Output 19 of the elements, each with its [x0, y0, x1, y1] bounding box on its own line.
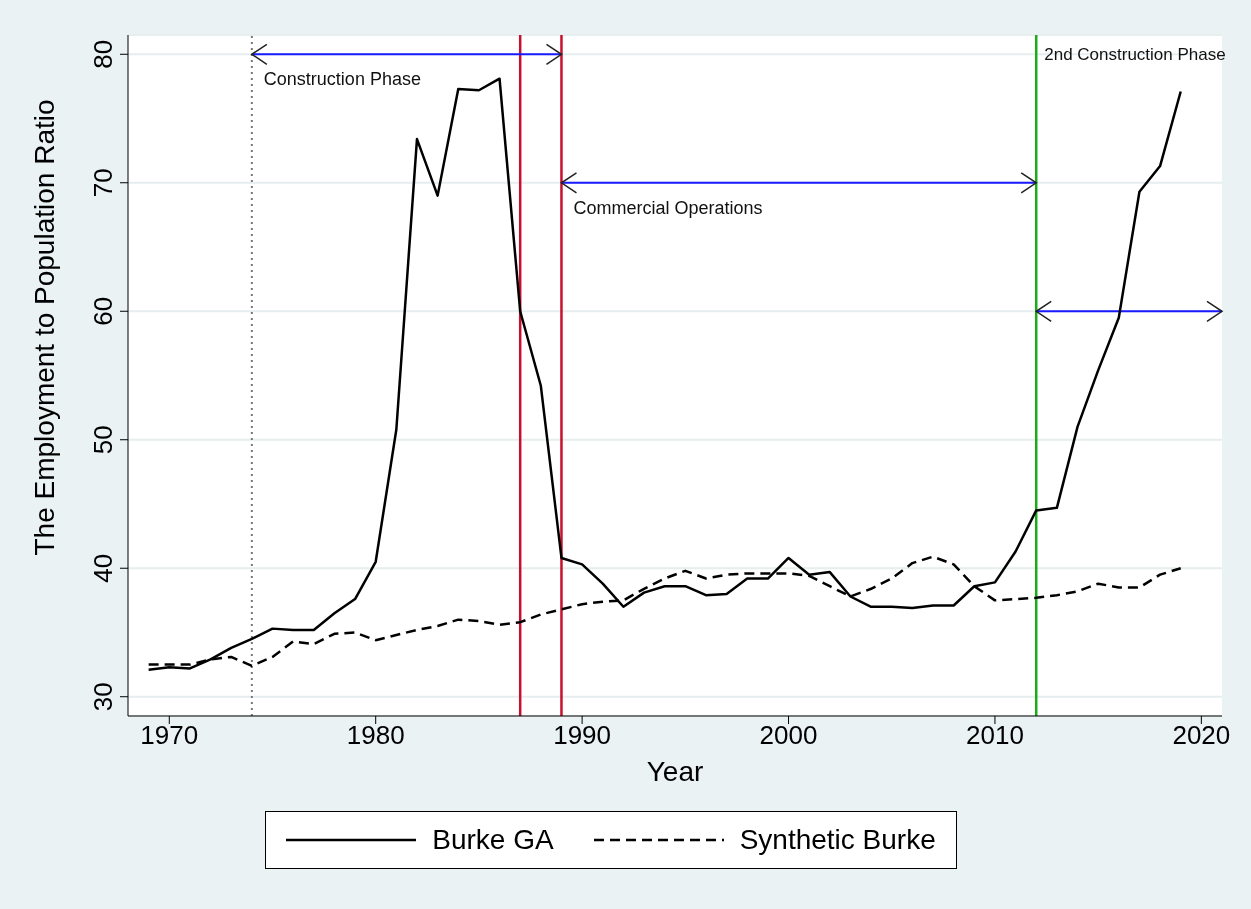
y-tick-label: 60 — [88, 296, 118, 326]
x-tick-label: 2010 — [966, 720, 1024, 751]
y-axis-title: The Employment to Population Ratio — [28, 99, 60, 556]
annotation: Construction Phase — [263, 69, 421, 90]
y-tick-label: 50 — [88, 425, 118, 455]
y-tick-label: 30 — [88, 682, 118, 712]
legend-label: Synthetic Burke — [739, 824, 936, 856]
x-tick-label: 2020 — [1172, 720, 1231, 751]
x-tick-label: 1980 — [346, 720, 405, 751]
annotation: 2nd Construction Phase — [1044, 45, 1226, 65]
x-axis-title: Year — [646, 756, 704, 787]
y-tick-label: 70 — [88, 168, 118, 198]
x-tick-label: 1970 — [140, 720, 199, 751]
y-tick-label: 40 — [88, 553, 118, 583]
annotation: Commercial Operations — [573, 197, 763, 218]
x-tick-label: 1990 — [553, 720, 612, 751]
x-tick-label: 2000 — [759, 720, 818, 751]
legend-label: Burke GA — [432, 824, 554, 856]
y-tick-label: 80 — [88, 39, 118, 69]
